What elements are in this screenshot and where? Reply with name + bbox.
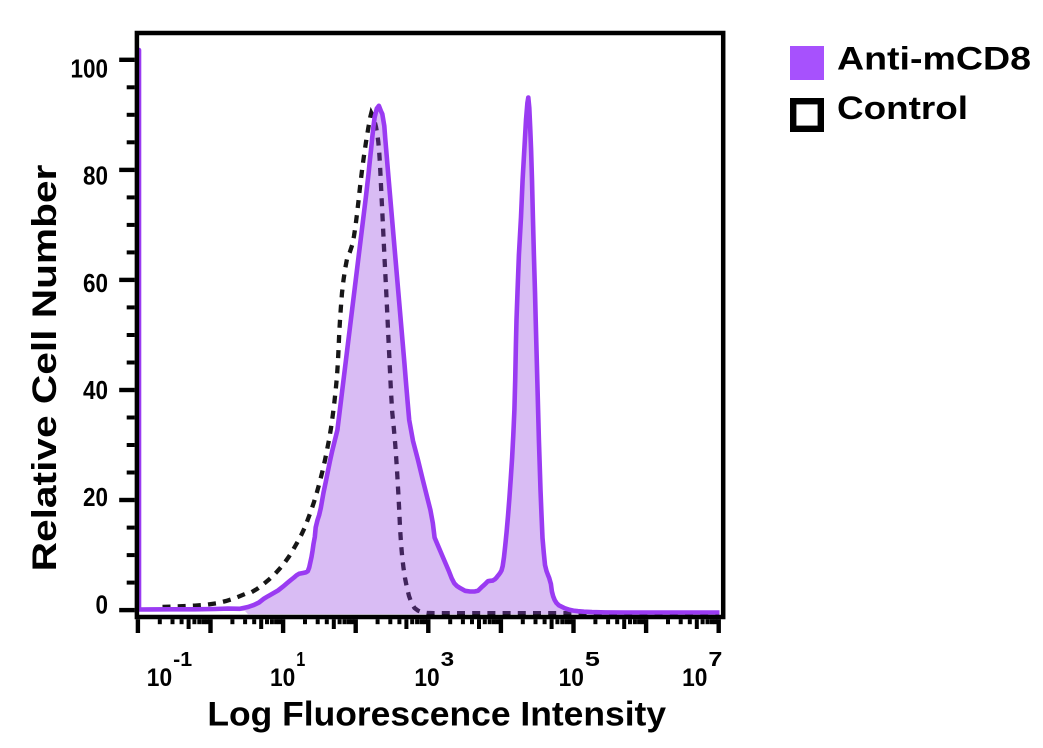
svg-text:80: 80: [83, 161, 108, 191]
svg-text:Log Fluorescence Intensity: Log Fluorescence Intensity: [207, 696, 666, 734]
svg-text:1: 1: [296, 649, 305, 671]
svg-text:60: 60: [83, 268, 108, 298]
svg-text:5: 5: [585, 649, 600, 671]
svg-text:Control: Control: [837, 90, 968, 126]
svg-text:10: 10: [147, 664, 172, 692]
svg-text:0: 0: [96, 589, 109, 619]
svg-text:10: 10: [559, 664, 584, 692]
svg-text:7: 7: [708, 649, 722, 671]
svg-text:-1: -1: [173, 649, 192, 671]
svg-text:3: 3: [441, 649, 455, 671]
svg-text:10: 10: [270, 664, 295, 692]
svg-text:Relative Cell Number: Relative Cell Number: [26, 165, 64, 572]
svg-text:10: 10: [414, 664, 439, 692]
svg-text:100: 100: [71, 53, 109, 83]
svg-text:10: 10: [682, 664, 707, 692]
svg-text:Anti-mCD8: Anti-mCD8: [837, 40, 1031, 76]
svg-text:40: 40: [83, 375, 108, 405]
svg-text:20: 20: [83, 482, 108, 512]
